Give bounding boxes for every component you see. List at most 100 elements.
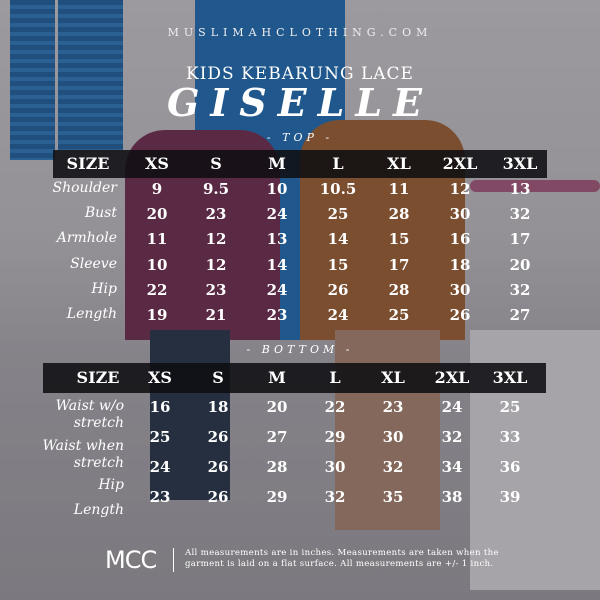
brand-logo: MCC [105, 546, 157, 574]
size-value: 10 [146, 255, 168, 274]
size-value: 18 [207, 398, 229, 416]
size-value: 14 [266, 255, 288, 274]
row-label: Shoulder [52, 180, 117, 196]
size-header: S [212, 368, 224, 387]
size-header: 2XL [434, 368, 470, 387]
size-header: SIZE [76, 368, 120, 387]
row-label: Waist when [42, 438, 124, 454]
size-value: 32 [509, 280, 531, 299]
size-value: 26 [327, 280, 349, 299]
size-value: 29 [324, 428, 346, 446]
bottom-section-label: - BOTTOM - [246, 343, 354, 356]
size-value: 26 [207, 428, 229, 446]
row-label: Bust [84, 205, 117, 222]
row-label: Hip [98, 477, 124, 493]
size-value: 27 [266, 428, 288, 446]
size-value: 19 [146, 306, 168, 324]
size-value: 22 [146, 280, 168, 299]
size-value: 29 [266, 488, 288, 506]
size-value: 17 [388, 255, 410, 274]
size-header: XL [381, 368, 405, 387]
size-header: XL [387, 154, 411, 173]
size-header: M [268, 368, 286, 387]
size-value: 24 [149, 458, 171, 476]
size-header: SIZE [66, 154, 110, 173]
size-value: 13 [266, 230, 288, 249]
size-value: 26 [207, 488, 229, 506]
row-label: Sleeve [70, 255, 117, 272]
size-value: 24 [266, 205, 288, 224]
size-value: 39 [499, 488, 521, 506]
size-value: 34 [441, 458, 463, 476]
note-line-2: garment is laid on a flat surface. All m… [185, 559, 494, 569]
size-header: 3XL [492, 368, 528, 387]
row-label: Length [73, 502, 124, 518]
size-value: 12 [449, 180, 471, 198]
size-value: 16 [149, 398, 171, 416]
size-value: 14 [327, 230, 349, 249]
size-value: 30 [449, 205, 471, 224]
row-label: Armhole [56, 230, 117, 247]
top-section-label: - TOP - [266, 131, 334, 144]
size-value: 9.5 [202, 180, 230, 198]
size-value: 16 [449, 230, 471, 249]
size-header: XS [148, 368, 172, 387]
size-value: 26 [449, 306, 471, 324]
size-value: 20 [266, 398, 288, 416]
skirt-left [150, 330, 230, 500]
size-value: 32 [441, 428, 463, 446]
row-label: stretch [73, 455, 124, 471]
size-header: 3XL [502, 154, 538, 173]
size-value: 25 [327, 205, 349, 224]
size-value: 22 [324, 398, 346, 416]
size-header: M [268, 154, 286, 173]
product-subtitle: KIDS KEBARUNG LACE [186, 64, 414, 84]
size-value: 25 [388, 306, 410, 324]
size-value: 26 [207, 458, 229, 476]
size-header: XS [145, 154, 169, 173]
row-label: Length [66, 306, 117, 322]
divider [173, 548, 174, 572]
size-value: 32 [382, 458, 404, 476]
size-value: 24 [327, 306, 349, 324]
product-title: GISELLE [166, 80, 434, 125]
size-value: 30 [449, 280, 471, 299]
size-value: 13 [509, 180, 531, 198]
size-value: 10.5 [319, 180, 357, 198]
size-header: L [332, 154, 344, 173]
size-value: 23 [205, 205, 227, 224]
size-value: 17 [509, 230, 531, 249]
size-header: L [329, 368, 341, 387]
size-value: 12 [205, 255, 227, 274]
size-value: 25 [149, 428, 171, 446]
size-value: 11 [388, 180, 410, 198]
size-value: 23 [205, 280, 227, 299]
size-value: 18 [449, 255, 471, 274]
size-header: 2XL [442, 154, 478, 173]
size-value: 21 [205, 306, 227, 324]
row-label: Hip [91, 280, 117, 297]
row-label: Waist w/o [55, 398, 124, 414]
measurement-note: All measurements are in inches. Measurem… [185, 548, 499, 570]
size-value: 23 [149, 488, 171, 506]
size-value: 28 [266, 458, 288, 476]
size-value: 12 [205, 230, 227, 249]
bottom-header-bar [43, 363, 546, 393]
size-value: 24 [441, 398, 463, 416]
row-label: stretch [73, 415, 124, 431]
size-value: 20 [146, 205, 168, 224]
size-value: 28 [388, 205, 410, 224]
size-value: 36 [499, 458, 521, 476]
size-value: 9 [151, 180, 163, 198]
flowers [470, 180, 600, 192]
size-value: 27 [509, 306, 531, 324]
size-value: 24 [266, 280, 288, 299]
size-value: 28 [388, 280, 410, 299]
size-value: 32 [509, 205, 531, 224]
size-value: 33 [499, 428, 521, 446]
size-value: 30 [324, 458, 346, 476]
size-value: 35 [382, 488, 404, 506]
size-value: 10 [266, 180, 288, 198]
size-value: 38 [441, 488, 463, 506]
